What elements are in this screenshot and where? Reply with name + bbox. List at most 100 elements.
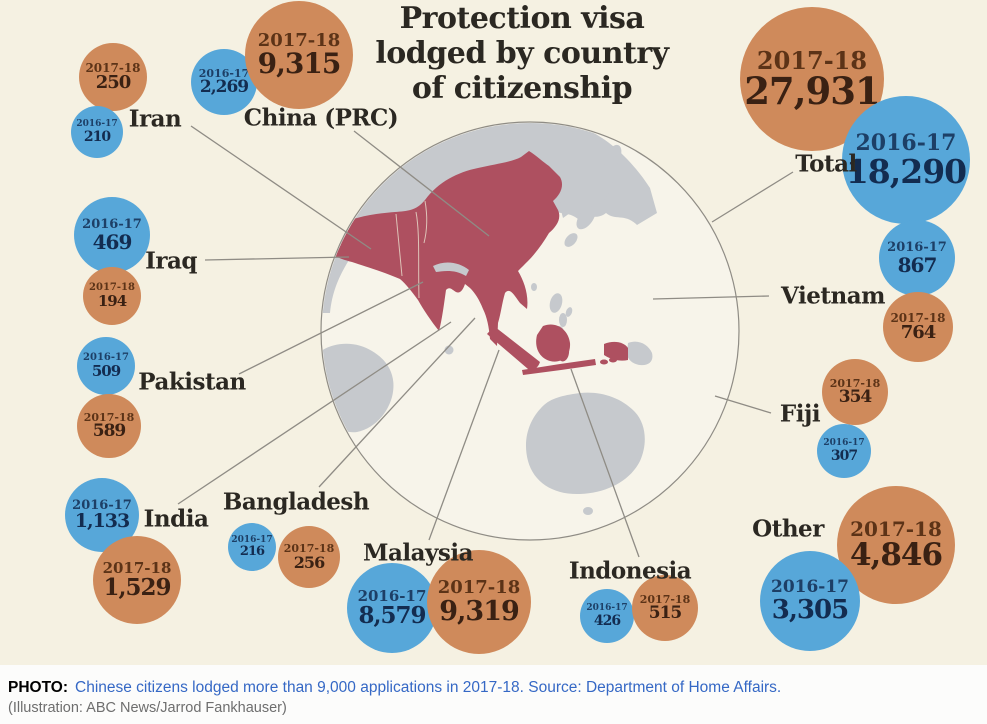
bubble-year-label: 2016-17 [770, 577, 850, 598]
bubble-year-label: 2016-17 [72, 497, 132, 513]
bubble-value: 9,319 [439, 595, 520, 627]
bubble-year-label: 2016-17 [823, 438, 865, 449]
chart-title: Protection visa lodged by country of cit… [375, 1, 669, 106]
bubble-value: 27,931 [744, 69, 881, 114]
bubble-pakistan-2017-18: 2017-18 589 [77, 394, 141, 458]
bubble-china-prc-2017-18: 2017-18 9,315 [245, 1, 353, 109]
bubble-year-label: 2017-18 [83, 410, 135, 424]
bubble-china-prc-2016-17: 2016-17 2,269 [191, 49, 257, 115]
land-philippines-1 [549, 293, 563, 313]
bubble-value: 867 [897, 252, 938, 277]
bubble-fiji-2016-17: 2016-17 307 [817, 424, 871, 478]
map-highlighted-countries [322, 151, 628, 375]
bubble-value: 1,133 [74, 510, 130, 533]
bubble-other-2016-17: 2016-17 3,305 [760, 551, 860, 651]
bubble-year-label: 2017-18 [257, 29, 341, 51]
bubble-indonesia-2017-18: 2017-18 515 [632, 575, 698, 641]
land-japan-4 [564, 233, 578, 247]
land-philippines-4 [565, 307, 573, 317]
chart-title-line2: lodged by country [375, 36, 669, 71]
bubble-year-label: 2016-17 [586, 603, 628, 614]
chart-title-line3: of citizenship [411, 71, 633, 106]
bubble-year-label: 2017-18 [283, 542, 335, 556]
infographic: Protection visa lodged by country of cit… [0, 0, 987, 665]
bubble-malaysia-2017-18: 2017-18 9,319 [427, 550, 531, 654]
bubble-year-label: 2016-17 [357, 586, 427, 605]
bubble-value: 307 [830, 447, 858, 464]
land-east-new-guinea [627, 341, 653, 366]
bubble-value: 515 [648, 603, 682, 624]
label-malaysia: Malaysia [363, 539, 473, 567]
label-iran: Iran [128, 105, 182, 133]
bubble-value: 9,315 [257, 47, 342, 81]
label-china-prc: China (PRC) [243, 104, 399, 132]
bubble-iran-2017-18: 2017-18 250 [79, 43, 147, 111]
highlight-sulawesi [556, 342, 570, 362]
highlight-lesser-sunda-1 [600, 359, 608, 365]
bubble-year-label: 2017-18 [850, 517, 942, 541]
bubble-year-label: 2016-17 [82, 217, 142, 233]
bubble-year-label: 2017-18 [85, 60, 141, 75]
bubble-bangladesh-2016-17: 2016-17 216 [228, 523, 276, 571]
bubble-value: 250 [95, 72, 132, 94]
bubble-value: 216 [239, 544, 265, 560]
label-other: Other [752, 515, 824, 543]
bubble-year-label: 2016-17 [855, 129, 957, 156]
label-bangladesh: Bangladesh [222, 488, 370, 516]
highlight-java [522, 359, 596, 375]
bubble-iran-2016-17: 2016-17 210 [71, 106, 123, 158]
caption-link[interactable]: Chinese citizens lodged more than 9,000 … [75, 679, 782, 696]
bubble-malaysia-2016-17: 2016-17 8,579 [347, 563, 437, 653]
bubble-year-label: 2017-18 [102, 558, 172, 577]
bubble-value: 194 [97, 291, 127, 310]
bubble-vietnam-2016-17: 2016-17 867 [879, 220, 955, 296]
bubble-total-2016-17: 2016-17 18,290 [842, 96, 970, 224]
bubble-iraq-2016-17: 2016-17 469 [74, 197, 150, 273]
asia-pacific-map [320, 121, 740, 541]
bubble-year-label: 2017-18 [89, 282, 135, 294]
bubble-value: 256 [293, 552, 325, 572]
label-total: Total [795, 150, 857, 178]
bubble-year-label: 2017-18 [829, 376, 881, 390]
bubble-year-label: 2016-17 [887, 240, 947, 256]
label-india: India [143, 505, 209, 533]
label-fiji: Fiji [779, 400, 821, 428]
bubble-value: 210 [83, 128, 111, 145]
bubble-year-label: 2017-18 [639, 592, 691, 606]
bubble-value: 426 [593, 612, 621, 629]
bubble-year-label: 2016-17 [76, 119, 118, 130]
bubble-value: 3,305 [771, 594, 849, 625]
bubble-value: 4,846 [849, 537, 943, 573]
bubble-bangladesh-2017-18: 2017-18 256 [278, 526, 340, 588]
highlight-west-papua [604, 341, 628, 361]
caption: PHOTO: Chinese citizens lodged more than … [0, 665, 987, 724]
land-nepal-sliver [433, 262, 469, 276]
bubble-year-label: 2016-17 [83, 352, 129, 364]
land-philippines-2 [559, 313, 567, 327]
land-japan-1 [604, 144, 622, 170]
bubble-iraq-2017-18: 2017-18 194 [83, 267, 141, 325]
bubble-value: 18,290 [845, 152, 967, 192]
land-taiwan [531, 283, 537, 291]
label-indonesia: Indonesia [568, 557, 692, 585]
bubble-vietnam-2017-18: 2017-18 764 [883, 292, 953, 362]
bubble-year-label: 2017-18 [756, 45, 868, 75]
bubble-value: 8,579 [358, 602, 426, 630]
caption-credit: (Illustration: ABC News/Jarrod Fankhause… [8, 700, 287, 716]
bubble-value: 2,269 [199, 77, 249, 98]
label-iraq: Iraq [145, 247, 197, 275]
label-vietnam: Vietnam [781, 282, 885, 310]
bubble-value: 589 [92, 421, 126, 442]
label-pakistan: Pakistan [138, 368, 246, 396]
bubble-year-label: 2017-18 [890, 310, 946, 325]
caption-line: PHOTO: Chinese citizens lodged more than … [8, 679, 977, 697]
bubble-indonesia-2016-17: 2016-17 426 [580, 589, 634, 643]
bubble-fiji-2017-18: 2017-18 354 [822, 359, 888, 425]
highlight-sumatra [487, 328, 540, 371]
bubble-pakistan-2016-17: 2016-17 509 [77, 337, 135, 395]
bubble-value: 354 [838, 387, 872, 408]
caption-photo-label: PHOTO: [8, 679, 68, 696]
land-japan-2 [591, 173, 613, 205]
bubble-year-label: 2016-17 [198, 66, 250, 80]
